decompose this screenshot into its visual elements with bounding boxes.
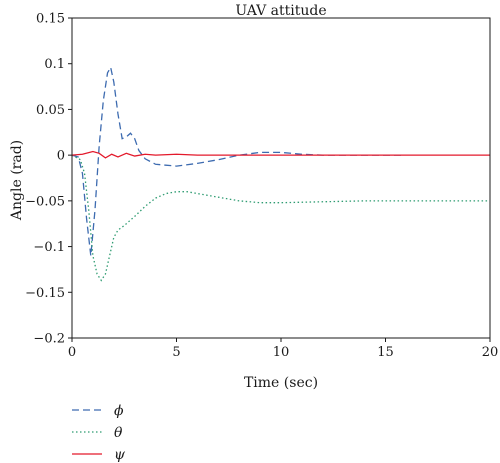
y-tick-label: 0 (57, 149, 65, 164)
plot-area (71, 17, 491, 339)
axes-frame (71, 17, 491, 339)
series-line-1 (71, 154, 490, 282)
y-tick-label: −0.05 (25, 194, 65, 209)
legend-label-1: θ (114, 425, 123, 441)
x-tick-label: 0 (68, 345, 76, 360)
x-tick-label: 15 (377, 345, 394, 360)
x-tick-label: 5 (172, 345, 180, 360)
legend-label-0: ϕ (114, 403, 124, 419)
y-tick-label: −0.15 (25, 286, 65, 301)
y-tick-label: −0.2 (33, 332, 65, 347)
x-tick-label: 20 (482, 345, 499, 360)
legend-label-2: ψ (114, 447, 126, 463)
series-line-0 (71, 65, 403, 256)
y-tick-label: 0.05 (36, 103, 65, 118)
y-tick-label: −0.1 (33, 240, 65, 255)
series-line-2 (71, 150, 490, 159)
x-axis-label: Time (sec) (244, 375, 318, 391)
y-axis-ticks: 0.15 0.1 0.05 0 −0.05 −0.1 −0.15 −0.2 (25, 12, 72, 347)
y-tick-label: 0.1 (44, 57, 65, 72)
y-tick-label: 0.15 (36, 12, 65, 27)
x-axis-ticks: 0 5 10 15 20 (68, 338, 498, 360)
x-tick-label: 10 (273, 345, 290, 360)
chart-title: UAV attitude (235, 3, 326, 19)
legend: ϕθψ (72, 403, 126, 463)
y-axis-label: Angle (rad) (9, 140, 25, 221)
